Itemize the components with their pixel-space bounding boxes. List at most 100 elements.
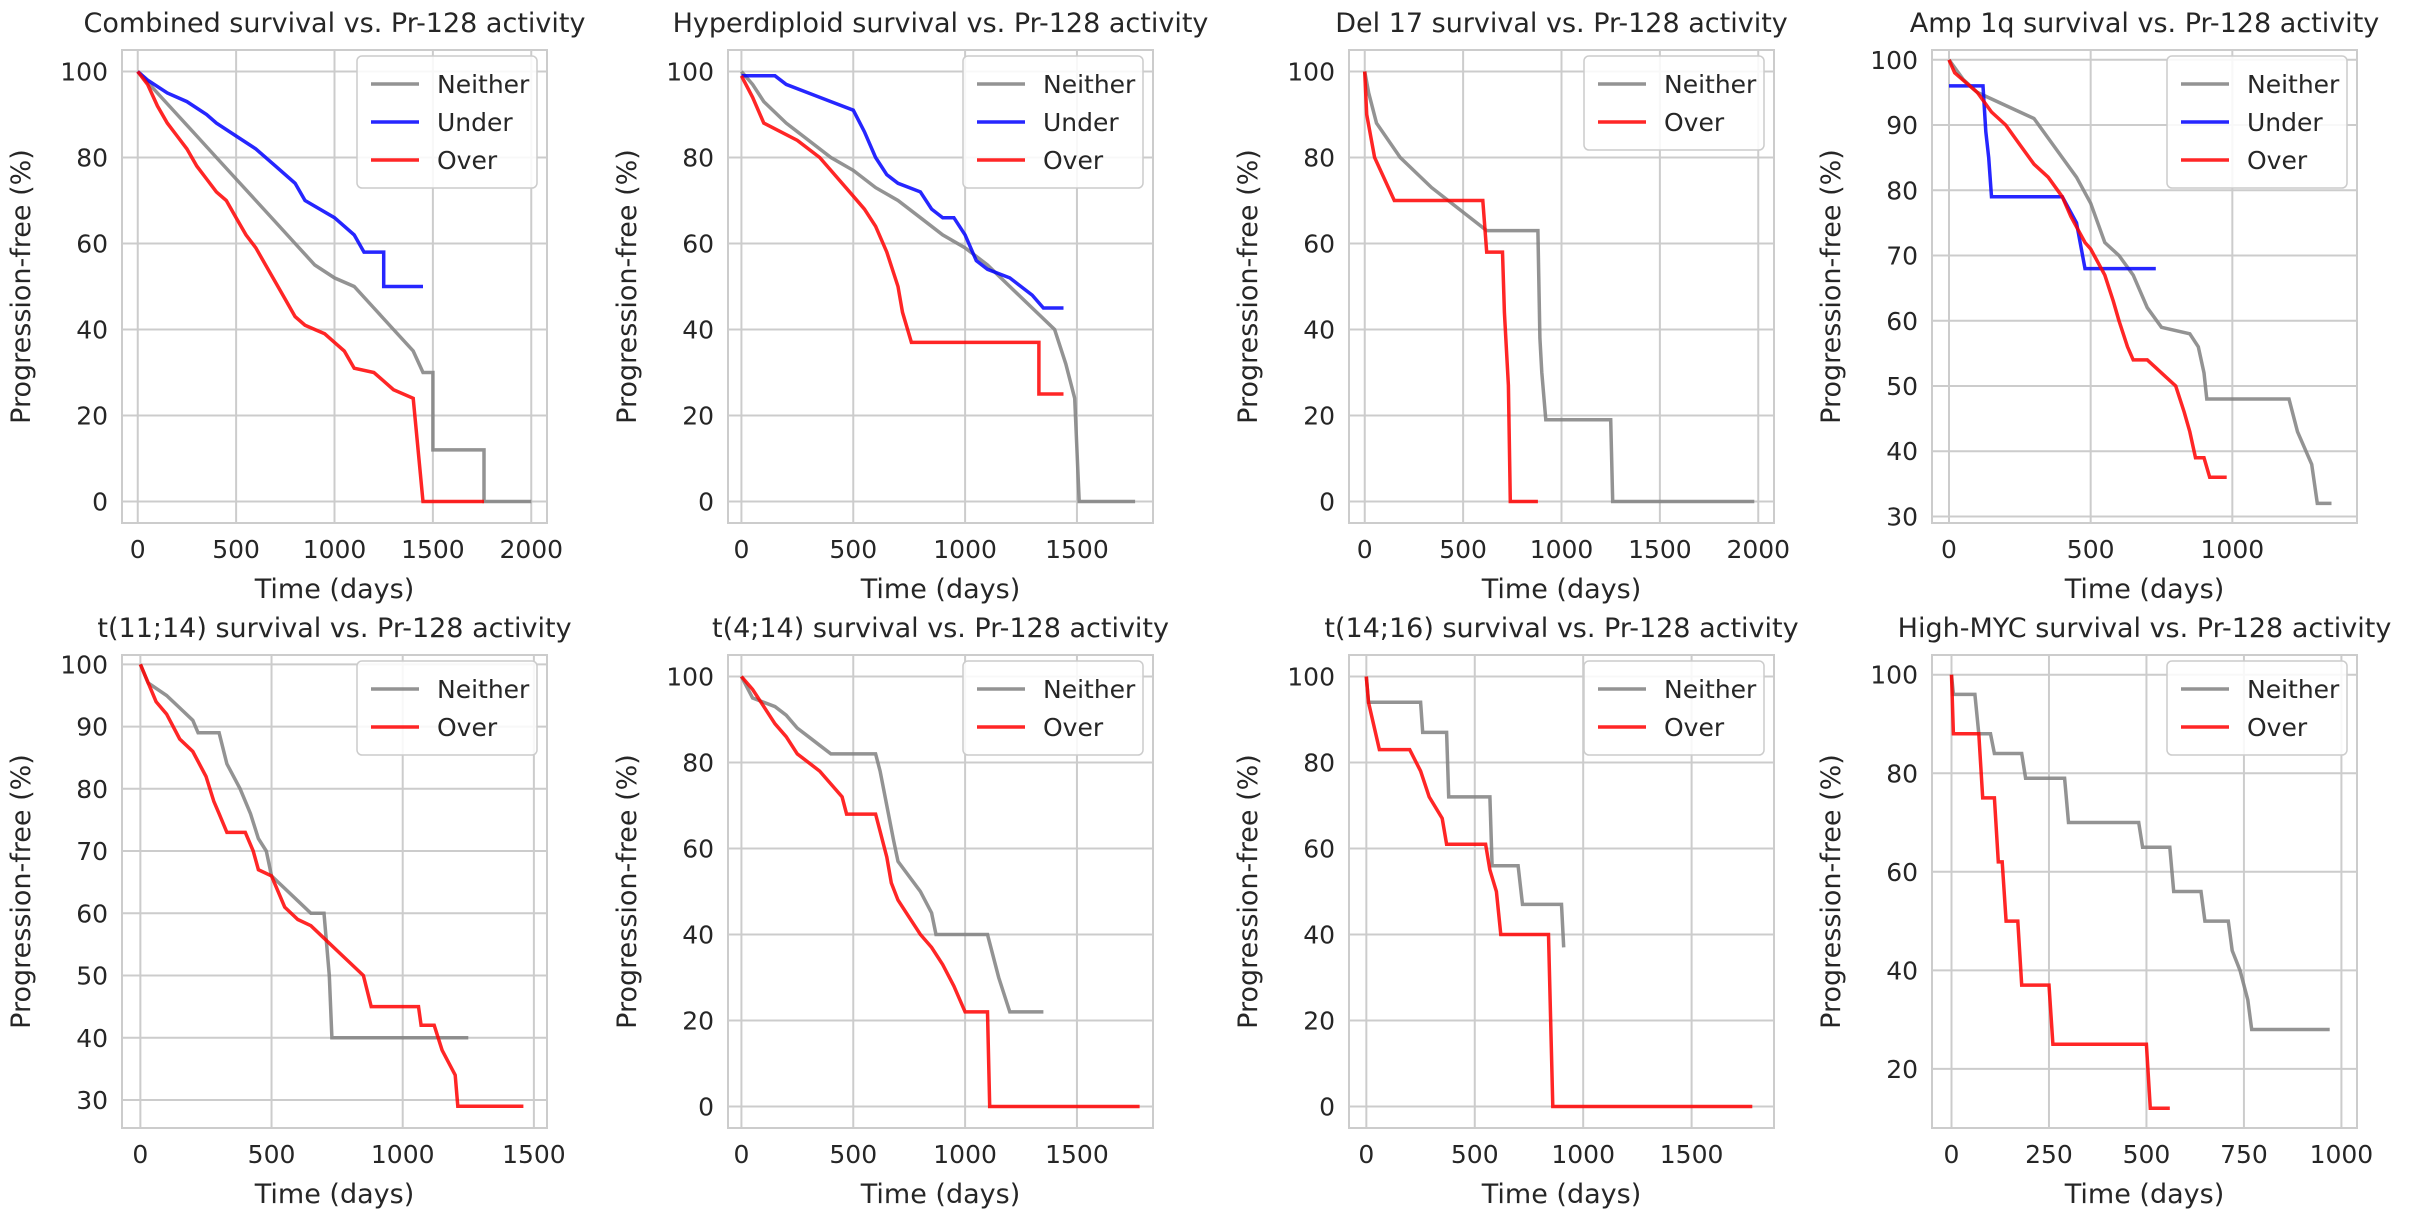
x-tick-label: 0 <box>733 1140 749 1169</box>
x-axis-label: Time (days) <box>860 1179 1020 1210</box>
legend-label-neither: Neither <box>437 675 530 704</box>
chart-title: Hyperdiploid survival vs. Pr-128 activit… <box>673 8 1209 39</box>
chart-title: Amp 1q survival vs. Pr-128 activity <box>1910 8 2380 39</box>
x-tick-label: 500 <box>248 1140 296 1169</box>
y-tick-label: 40 <box>1303 316 1335 345</box>
legend: Neither Under Over <box>2166 55 2348 189</box>
y-tick-label: 80 <box>1303 144 1335 173</box>
series-line-neither <box>1947 58 2332 506</box>
y-tick-label: 30 <box>1886 502 1918 531</box>
y-tick-label: 100 <box>1870 661 1918 690</box>
y-tick-label: 0 <box>698 488 714 517</box>
x-tick-label: 2000 <box>499 535 563 564</box>
y-tick-label: 100 <box>1287 58 1335 87</box>
axes-frame <box>121 49 548 524</box>
x-axis-label: Time (days) <box>2064 574 2224 605</box>
x-tick-label: 0 <box>1941 535 1957 564</box>
legend-label-under: Under <box>437 108 513 137</box>
y-tick-label: 40 <box>1886 956 1918 985</box>
y-tick-label: 80 <box>1886 176 1918 205</box>
axes-frame <box>1931 49 2358 524</box>
x-tick-label: 1000 <box>303 535 367 564</box>
legend-box <box>356 55 538 189</box>
x-tick-label: 0 <box>1357 535 1373 564</box>
legend-box <box>1583 660 1765 756</box>
y-tick-label: 70 <box>76 837 108 866</box>
legend-label-over: Over <box>1043 146 1104 175</box>
legend: Neither Over <box>1583 660 1765 756</box>
y-tick-label: 0 <box>92 488 108 517</box>
y-tick-label: 40 <box>682 316 714 345</box>
legend-box <box>2166 55 2348 189</box>
y-tick-label: 100 <box>666 663 714 692</box>
y-tick-label: 0 <box>1319 488 1335 517</box>
series-line-under <box>1949 84 2156 271</box>
legend: Neither Over <box>2166 660 2348 756</box>
legend: Neither Under Over <box>962 55 1144 189</box>
y-axis-label: Progression-free (%) <box>1816 149 1847 424</box>
legend: Neither Over <box>962 660 1144 756</box>
y-tick-label: 0 <box>1319 1093 1335 1122</box>
y-tick-label: 90 <box>76 713 108 742</box>
chart-title: High-MYC survival vs. Pr-128 activity <box>1898 613 2392 644</box>
legend-label-neither: Neither <box>2247 675 2340 704</box>
y-tick-label: 30 <box>76 1086 108 1115</box>
y-tick-label: 80 <box>682 144 714 173</box>
x-tick-label: 0 <box>1358 1140 1374 1169</box>
y-tick-label: 70 <box>1886 242 1918 271</box>
y-axis-label: Progression-free (%) <box>612 149 643 424</box>
y-tick-label: 100 <box>60 650 108 679</box>
chart-title: t(4;14) survival vs. Pr-128 activity <box>712 613 1169 644</box>
y-tick-label: 80 <box>1303 749 1335 778</box>
legend-label-neither: Neither <box>1664 70 1757 99</box>
x-tick-label: 0 <box>733 535 749 564</box>
y-tick-label: 40 <box>76 316 108 345</box>
y-tick-label: 100 <box>666 58 714 87</box>
legend-label-over: Over <box>1664 713 1725 742</box>
legend-box <box>1583 55 1765 151</box>
legend-label-under: Under <box>1043 108 1119 137</box>
y-tick-label: 100 <box>1870 46 1918 75</box>
y-tick-label: 80 <box>76 144 108 173</box>
legend-label-neither: Neither <box>2247 70 2340 99</box>
axes-frame <box>1348 654 1775 1129</box>
legend-label-under: Under <box>2247 108 2323 137</box>
legend-label-over: Over <box>1664 108 1725 137</box>
x-tick-label: 750 <box>2220 1140 2268 1169</box>
legend: Neither Over <box>356 660 538 756</box>
x-tick-label: 500 <box>2123 1140 2171 1169</box>
legend-label-over: Over <box>2247 713 2308 742</box>
series-line-neither <box>740 70 1136 504</box>
x-tick-label: 0 <box>132 1140 148 1169</box>
series-line-over <box>740 675 1140 1109</box>
y-axis-label: Progression-free (%) <box>6 149 37 424</box>
y-tick-label: 60 <box>1886 858 1918 887</box>
x-tick-label: 500 <box>1439 535 1487 564</box>
legend-label-neither: Neither <box>1043 675 1136 704</box>
x-axis-label: Time (days) <box>1481 574 1641 605</box>
series-line-under <box>741 74 1064 310</box>
y-tick-label: 60 <box>1303 835 1335 864</box>
series-line-neither <box>1949 674 2330 1032</box>
y-tick-label: 40 <box>1886 437 1918 466</box>
y-tick-label: 90 <box>1886 111 1918 140</box>
legend: Neither Under Over <box>356 55 538 189</box>
x-tick-label: 1500 <box>401 535 465 564</box>
legend-label-neither: Neither <box>437 70 530 99</box>
x-tick-label: 1500 <box>1045 535 1109 564</box>
y-tick-label: 60 <box>682 230 714 259</box>
legend-label-neither: Neither <box>1043 70 1136 99</box>
series-line-over <box>1362 71 1538 504</box>
x-tick-label: 1000 <box>933 535 997 564</box>
x-axis-label: Time (days) <box>254 574 414 605</box>
legend-label-over: Over <box>437 146 498 175</box>
x-tick-label: 0 <box>1944 1140 1960 1169</box>
series-line-over <box>136 70 484 504</box>
legend: Neither Over <box>1583 55 1765 151</box>
series-line-neither <box>136 70 532 504</box>
legend-box <box>356 660 538 756</box>
